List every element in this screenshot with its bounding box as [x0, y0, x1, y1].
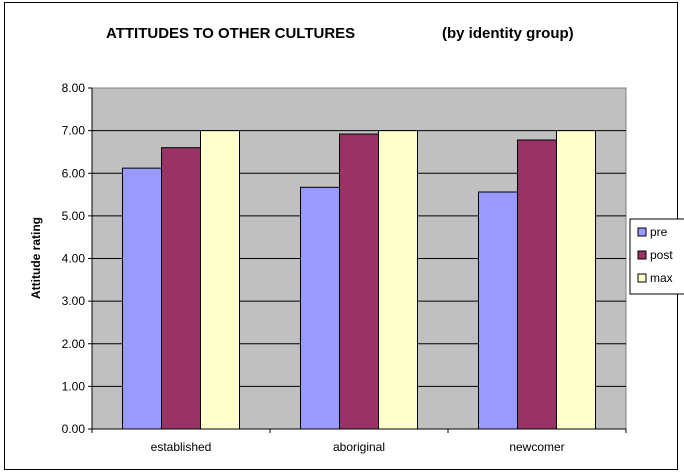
bar-pre-newcomer [478, 191, 518, 430]
legend-label-pre: pre [650, 225, 668, 239]
bar-pre-established [122, 167, 162, 430]
bar-post-newcomer [517, 139, 557, 430]
y-axis-label: Attitude rating [29, 217, 43, 299]
chart-subtitle: (by identity group) [442, 25, 574, 42]
y-tick-label: 6.00 [62, 166, 86, 180]
x-tick-label: newcomer [509, 440, 564, 454]
y-tick-label: 8.00 [62, 81, 86, 95]
legend: pre post max [629, 218, 684, 295]
y-axis-ticks: 0.00 1.00 2.00 3.00 4.00 5.00 6.00 7.00 8.00 [62, 81, 92, 436]
y-tick-label: 5.00 [62, 209, 86, 223]
bar-post-aboriginal [339, 133, 379, 430]
legend-swatch-max [637, 273, 647, 283]
x-tick-label: established [151, 440, 212, 454]
bar-max-newcomer [556, 130, 596, 430]
legend-label-post: post [650, 248, 673, 262]
bar-max-aboriginal [378, 130, 418, 430]
legend-swatch-post [637, 250, 647, 260]
y-tick-label: 7.00 [62, 124, 86, 138]
bar-pre-aboriginal [300, 186, 340, 430]
legend-label-max: max [650, 271, 673, 285]
y-tick-label: 1.00 [62, 379, 86, 393]
bar-post-established [161, 147, 201, 430]
bar-max-established [200, 130, 240, 430]
y-tick-label: 2.00 [62, 337, 86, 351]
y-tick-label: 4.00 [62, 252, 86, 266]
legend-swatch-pre [637, 227, 647, 237]
x-tick-label: aboriginal [333, 440, 385, 454]
chart-title: ATTITUDES TO OTHER CULTURES [106, 25, 355, 42]
x-axis-ticks: established aboriginal newcomer [91, 429, 627, 454]
y-tick-label: 0.00 [62, 422, 86, 436]
y-tick-label: 3.00 [62, 294, 86, 308]
bars [122, 130, 596, 430]
